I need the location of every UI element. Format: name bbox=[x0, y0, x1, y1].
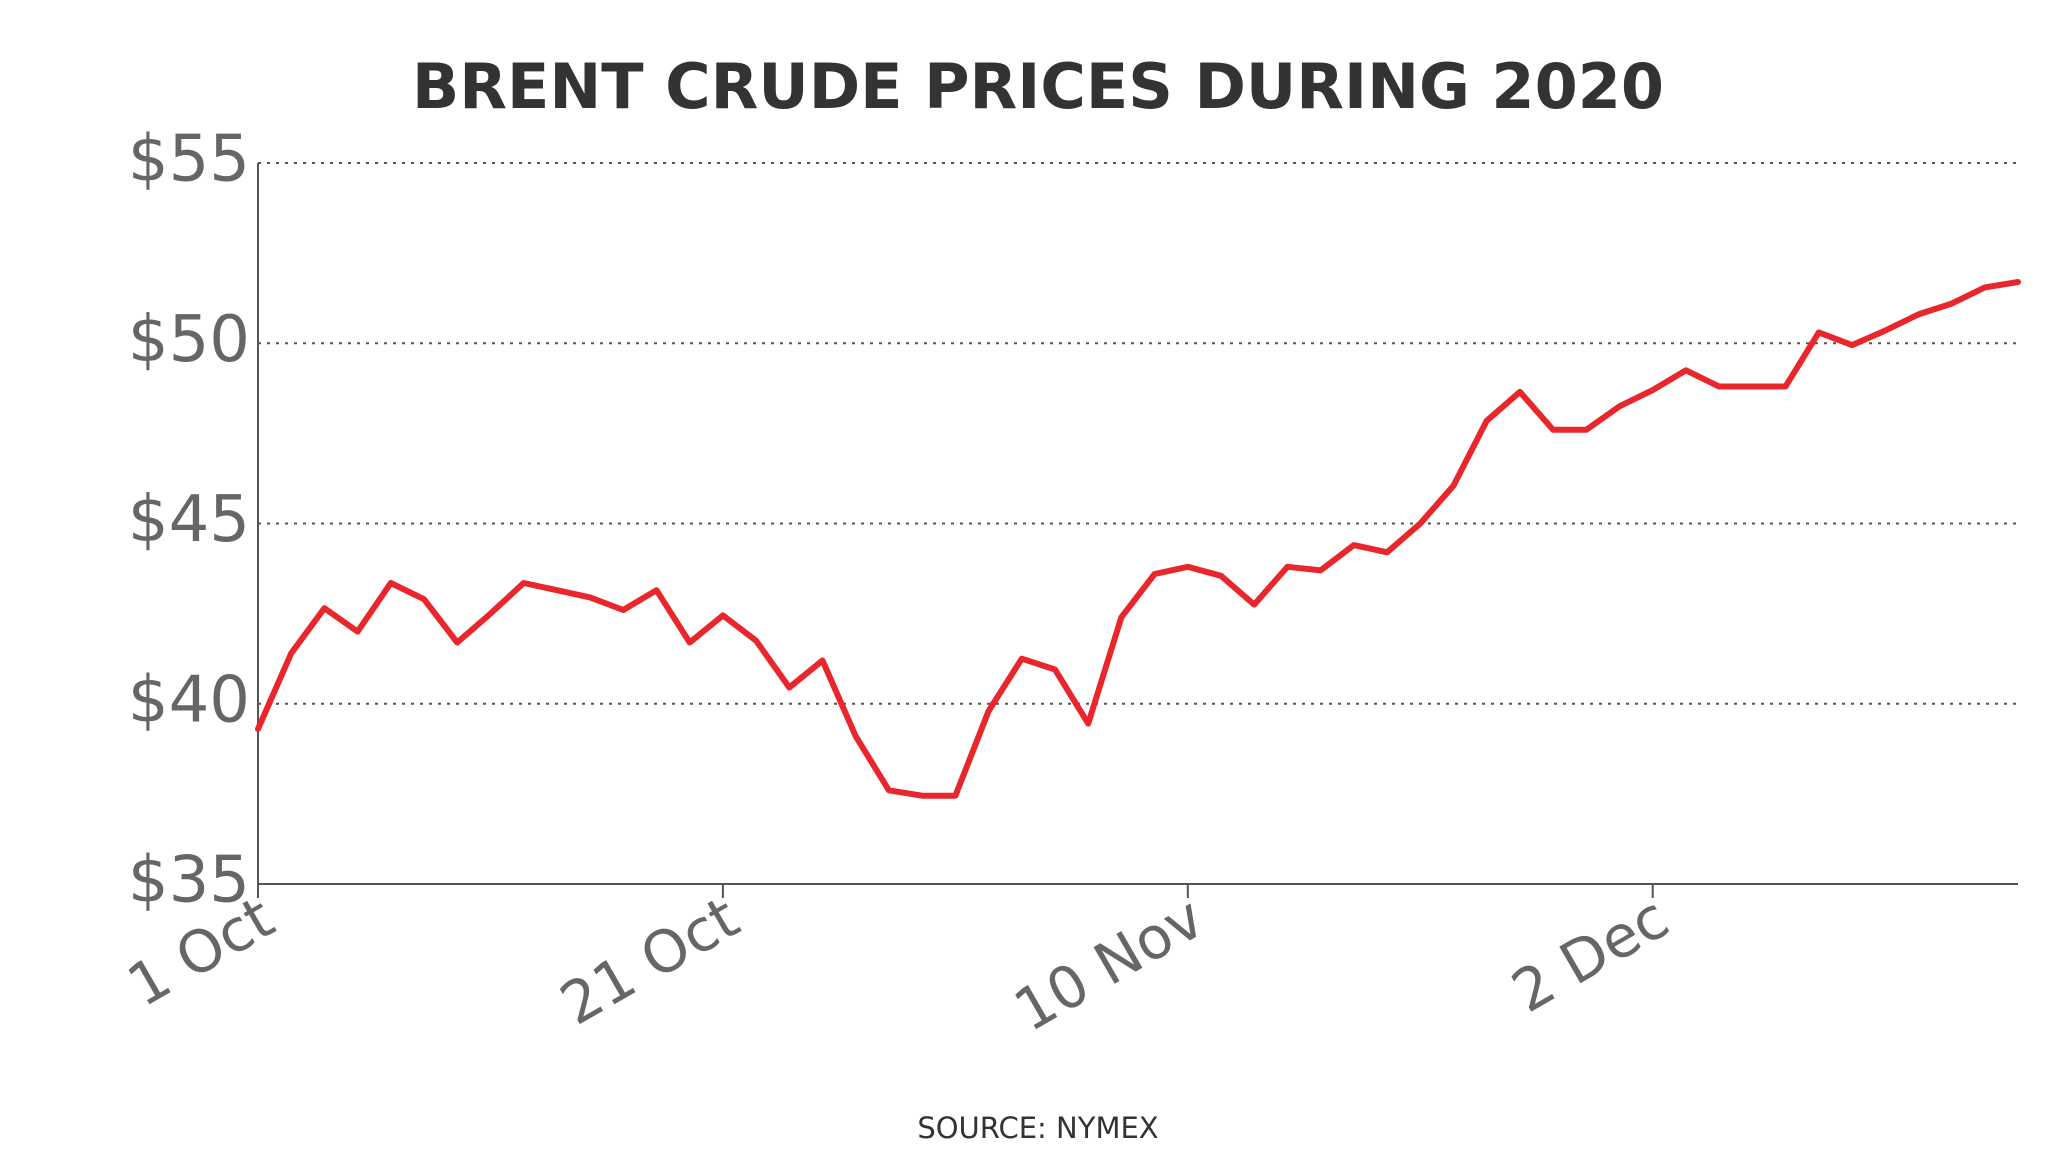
x-tick-label: 10 Nov bbox=[1003, 883, 1215, 1045]
y-tick-label: $45 bbox=[128, 483, 250, 557]
chart-title: BRENT CRUDE PRICES DURING 2020 bbox=[412, 50, 1664, 123]
y-tick-label: $35 bbox=[128, 844, 250, 918]
x-tick-label: 2 Dec bbox=[1501, 883, 1680, 1026]
x-tick-label: 21 Oct bbox=[549, 883, 750, 1038]
source-note: SOURCE: NYMEX bbox=[917, 1111, 1158, 1145]
y-tick-label: $55 bbox=[128, 123, 250, 197]
y-tick-label: $50 bbox=[128, 303, 250, 377]
price-line bbox=[255, 279, 2021, 799]
y-tick-label: $40 bbox=[128, 663, 250, 737]
